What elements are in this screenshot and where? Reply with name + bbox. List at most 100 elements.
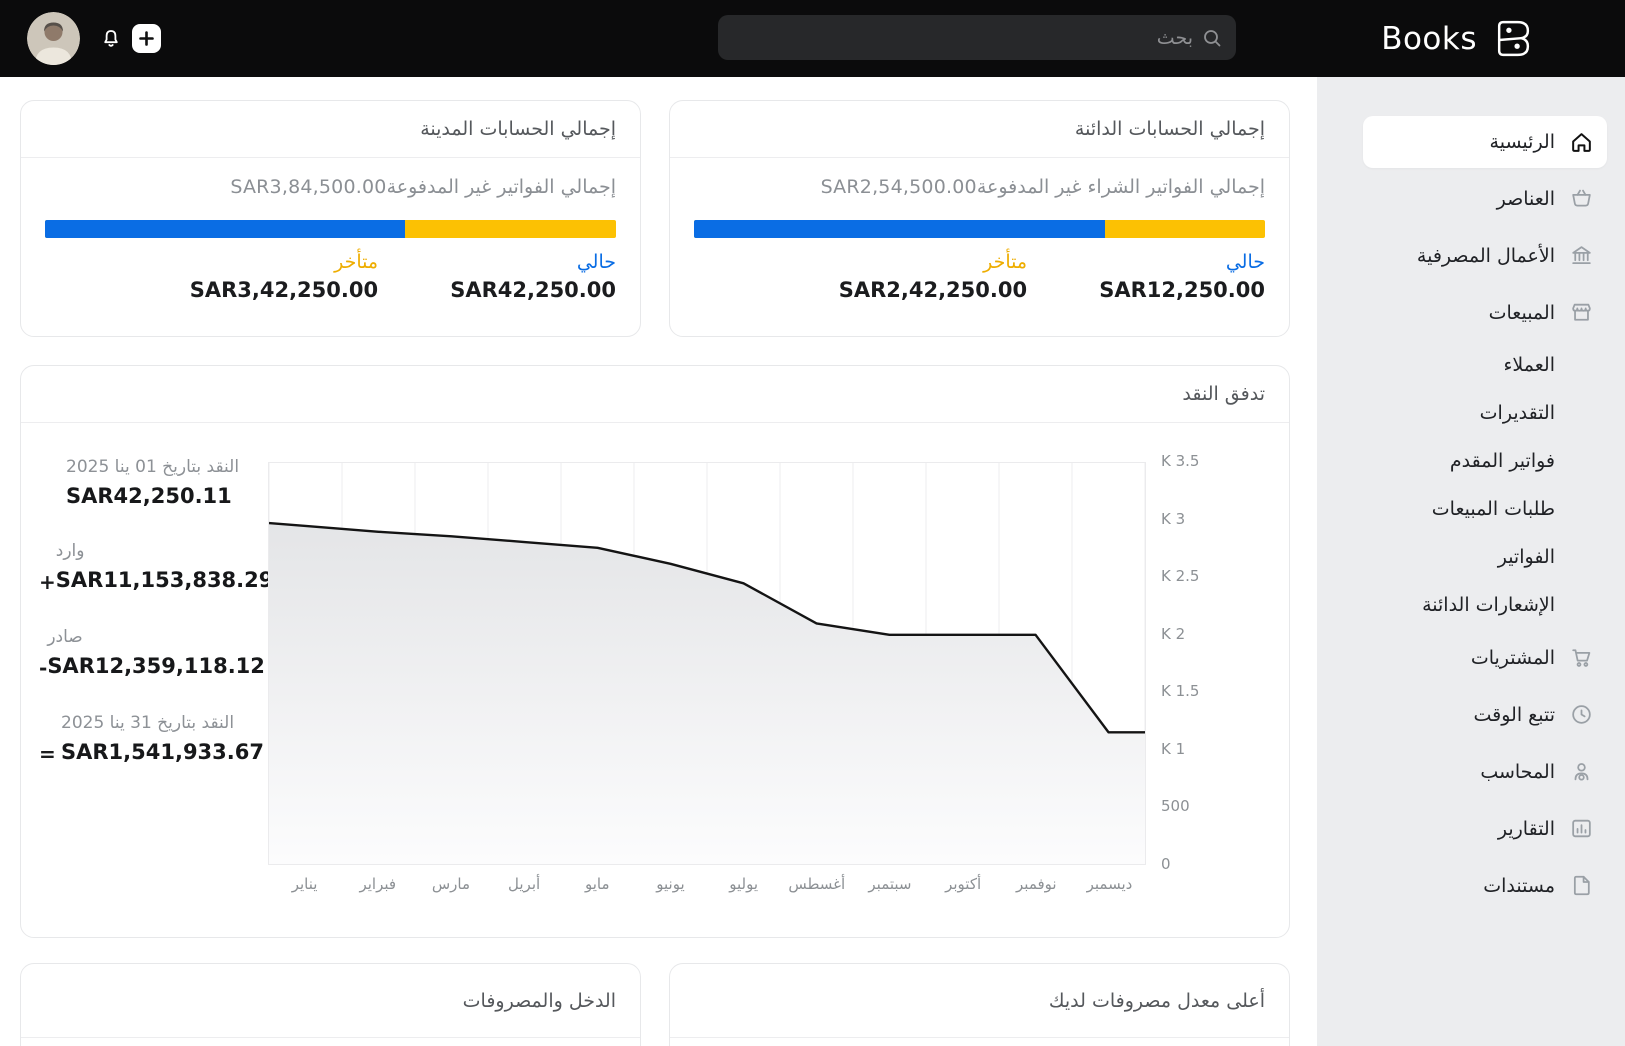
x-axis-label: أكتوبر: [945, 875, 982, 893]
y-axis-label: K 1: [1161, 739, 1186, 758]
income-expenses-title: الدخل والمصروفات: [462, 989, 616, 1012]
plus-icon: [139, 31, 154, 46]
sidebar-item-label: المبيعات: [1488, 301, 1555, 324]
sidebar-item-customers[interactable]: العملاء: [1363, 341, 1607, 389]
sidebar-item-label: طلبات المبيعات: [1431, 498, 1555, 520]
receivables-unpaid-summary: إجمالي الفواتير غير المدفوعة‎ SAR3,84,50…: [224, 176, 616, 198]
top-bar: Books: [0, 0, 1625, 77]
summary-cards-row: إجمالي الحسابات المدينة إجمالي الفواتير …: [20, 100, 1290, 337]
sidebar-item-retainer-invoices[interactable]: فواتير المقدم: [1363, 437, 1607, 485]
outgoing-row: - صادر SAR12,359,118.12: [39, 627, 265, 680]
sidebar-item-documents[interactable]: مستندات: [1363, 857, 1607, 914]
x-axis-label: يناير: [291, 875, 318, 893]
receivables-card-title: إجمالي الحسابات المدينة: [420, 118, 616, 140]
closing-balance-label: النقد بتاريخ 31 ينا 2025: [61, 713, 235, 733]
sidebar-item-label: العناصر: [1496, 187, 1555, 210]
sidebar-item-credit-notes[interactable]: الإشعارات الدائنة: [1363, 581, 1607, 629]
cash-flow-chart: [268, 462, 1146, 865]
closing-balance-value: SAR1,541,933.67: [61, 740, 264, 764]
receivables-overdue-block: متأخر SAR3,42,250.00: [45, 251, 378, 302]
receivables-current-block: حالي SAR42,250.00: [378, 251, 616, 302]
sidebar-item-reports[interactable]: التقارير: [1363, 800, 1607, 857]
sidebar-item-purchases[interactable]: المشتريات: [1363, 629, 1607, 686]
incoming-row: + وارد SAR11,153,838.29: [39, 541, 273, 594]
sidebar-item-label: فواتير المقدم: [1449, 450, 1555, 472]
current-label: حالي: [1225, 251, 1265, 273]
sidebar-item-time-tracking[interactable]: تتبع الوقت: [1363, 686, 1607, 743]
brand-name: Books: [1381, 20, 1477, 57]
x-axis-label: فبراير: [359, 875, 397, 893]
receivables-unpaid-amount: SAR3,84,500.00: [230, 176, 387, 198]
sidebar-item-label: مستندات: [1483, 874, 1555, 897]
clock-icon: [1568, 702, 1594, 728]
cash-flow-card: تدفق النقد النقد بتاريخ 01 ينا 2025 SAR4…: [20, 365, 1290, 938]
sidebar-item-sales[interactable]: المبيعات: [1363, 284, 1607, 341]
plus-operator: +: [39, 570, 56, 594]
sidebar-item-label: المحاسب: [1480, 760, 1555, 783]
person-icon: [1568, 759, 1594, 785]
sidebar-item-estimates[interactable]: التقديرات: [1363, 389, 1607, 437]
y-axis-label: 500: [1161, 797, 1190, 816]
quick-add-button[interactable]: [132, 24, 161, 53]
outgoing-value: SAR12,359,118.12: [47, 654, 265, 678]
sidebar-item-accountant[interactable]: المحاسب: [1363, 743, 1607, 800]
sidebar-item-label: الأعمال المصرفية: [1416, 244, 1555, 267]
dashboard-content: إجمالي الحسابات المدينة إجمالي الفواتير …: [0, 77, 1317, 1046]
y-axis-label: K 2.5: [1161, 567, 1200, 586]
y-axis: 0 500 K 1 K 1.5 K 2 K 2.5 K 3 K 3.5: [1161, 452, 1231, 873]
cash-flow-line: [269, 521, 1145, 734]
cash-flow-title: تدفق النقد: [1182, 383, 1265, 405]
user-avatar[interactable]: [27, 12, 80, 65]
sidebar-item-label: التقديرات: [1479, 402, 1555, 424]
total-payables-card: إجمالي الحسابات الدائنة إجمالي الفواتير …: [669, 100, 1290, 337]
avatar-image: [27, 12, 80, 65]
y-axis-label: K 3: [1161, 509, 1186, 528]
area-fill: [269, 523, 1145, 864]
y-axis-label: K 2: [1161, 624, 1186, 643]
incoming-value: SAR11,153,838.29: [55, 568, 274, 592]
cart-icon: [1568, 645, 1594, 671]
x-axis-label: ديسمبر: [1086, 875, 1133, 893]
current-bar-segment: [694, 220, 1106, 238]
sidebar-item-label: التقارير: [1497, 817, 1555, 840]
global-search: [718, 15, 1236, 60]
x-axis: يناير فبراير مارس أبريل مايو يونيو يوليو أغسطس س…: [268, 875, 1146, 893]
opening-balance-row: النقد بتاريخ 01 ينا 2025 SAR42,250.11: [39, 457, 264, 508]
x-axis-label: مارس: [431, 875, 471, 893]
opening-balance-value: SAR42,250.11: [66, 484, 232, 508]
overdue-label: متأخر: [334, 251, 379, 273]
sidebar-item-label: تتبع الوقت: [1473, 703, 1555, 726]
equals-operator: =: [39, 742, 56, 766]
payables-overdue-block: متأخر SAR2,42,250.00: [694, 251, 1027, 302]
top-expenses-card: أعلى معدل مصروفات لديك: [669, 963, 1290, 1046]
sidebar-item-banking[interactable]: الأعمال المصرفية: [1363, 227, 1607, 284]
bell-icon: [104, 30, 118, 47]
overdue-amount: SAR2,42,250.00: [838, 278, 1028, 302]
notifications-button[interactable]: [96, 24, 126, 54]
sidebar-item-label: الإشعارات الدائنة: [1422, 594, 1555, 616]
y-axis-label: 0: [1161, 855, 1171, 873]
reports-icon: [1568, 816, 1594, 842]
x-axis-label: أبريل: [508, 875, 541, 893]
y-axis-label: K 1.5: [1161, 682, 1200, 701]
x-axis-label: نوفمبر: [1016, 875, 1057, 893]
x-axis-label: يوليو: [729, 875, 758, 893]
home-icon: [1568, 129, 1594, 155]
sidebar-item-invoices[interactable]: الفواتير: [1363, 533, 1607, 581]
total-receivables-card: إجمالي الحسابات المدينة إجمالي الفواتير …: [20, 100, 641, 337]
sidebar-item-sales-orders[interactable]: طلبات المبيعات: [1363, 485, 1607, 533]
opening-balance-label: النقد بتاريخ 01 ينا 2025: [66, 457, 240, 477]
receivables-split-bar: [45, 220, 616, 238]
cash-flow-summary: النقد بتاريخ 01 ينا 2025 SAR42,250.11 + …: [39, 457, 273, 799]
sidebar-item-home[interactable]: الرئيسية: [1363, 116, 1607, 168]
top-expenses-title: أعلى معدل مصروفات لديك: [1048, 989, 1265, 1012]
y-axis-label: K 3.5: [1161, 452, 1200, 470]
sidebar-item-items[interactable]: العناصر: [1363, 170, 1607, 227]
x-axis-label: يونيو: [656, 875, 685, 893]
overdue-label: متأخر: [983, 251, 1028, 273]
brand: Books: [1381, 0, 1533, 77]
search-input[interactable]: [732, 26, 1193, 49]
x-axis-label: أغسطس: [788, 875, 846, 893]
payables-split-bar: [694, 220, 1265, 238]
payables-unpaid-summary: إجمالي الفواتير الشراء غير المدفوعة‎ SAR…: [814, 176, 1265, 198]
